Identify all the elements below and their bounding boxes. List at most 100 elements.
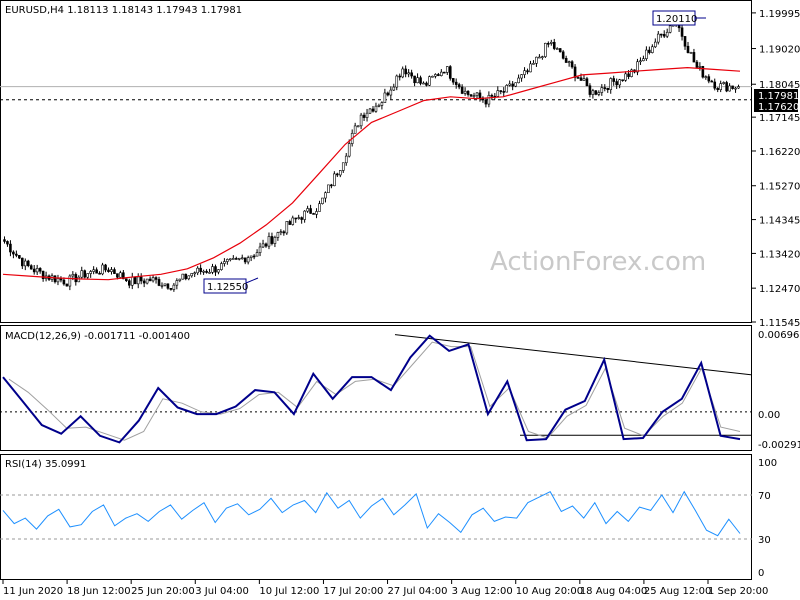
price-pane: ActionForex.com 1.199951.190201.180451.1… [0,0,800,329]
candle-body [62,279,66,285]
candle-body [193,272,196,275]
candle-body [529,63,532,73]
candle-body [21,257,24,267]
moving-average-line [2,66,741,281]
candle-body [291,217,295,225]
candle-body [588,85,592,95]
candle-body [541,56,544,58]
high-annotation: 1.20110 [652,10,706,26]
candle-body [680,27,684,37]
price-tick-label: 1.18045 [759,80,800,91]
rsi-tick-label: 70 [758,491,771,502]
candle-body [56,278,60,283]
candle-body [642,58,645,62]
candle-body [520,74,523,79]
candle-body [547,42,550,45]
candle-body [32,268,36,273]
rsi-tick-label: 30 [758,535,771,546]
price-tick-label: 1.15270 [759,182,800,193]
low-annotation-label: 1.12550 [207,282,248,293]
candle-body [377,105,381,107]
candle-body [217,269,220,273]
candle-body [255,252,259,257]
candle-body [321,197,324,204]
candle-body [719,83,722,90]
candle-body [603,87,607,89]
candle-body [600,87,604,93]
candle-body [202,270,205,273]
candle-body [139,276,143,282]
candle-body [12,251,15,255]
candle-body [26,260,30,266]
candle-body [6,241,9,245]
candle-body [662,34,666,37]
candle-body [728,85,731,92]
candle-body [110,269,113,272]
candle-body [386,92,390,96]
candle-body [443,71,446,74]
rsi-y-axis: 100 70 30 0 [758,458,777,579]
candle-body [98,272,101,275]
x-tick-label: 3 Jul 04:00 [195,586,249,597]
price-tick-label: 1.19995 [759,9,800,20]
candle-body [92,269,95,272]
candle-body [3,239,6,242]
candle-body [558,48,562,53]
candle-body [68,275,72,287]
candle-body [29,265,33,270]
candle-body [205,270,208,273]
candle-body [128,280,131,286]
candle-body [404,68,407,75]
candle-body [71,274,75,277]
x-tick-label: 25 Aug 12:00 [644,586,711,597]
candle-body [116,273,119,278]
candle-body [353,125,357,134]
candle-body [65,283,69,287]
candle-body [297,217,300,219]
candle-body [440,71,443,76]
candle-body [229,258,232,261]
candle-body [570,61,574,68]
candle-body [431,75,434,78]
candle-body [240,257,244,260]
candle-body [627,73,630,77]
rsi-line [2,490,741,537]
candle-body [347,143,351,157]
candle-body [451,78,455,83]
candle-body [264,243,268,247]
candle-body [101,264,104,275]
candle-body [591,90,595,95]
candle-body [416,77,419,84]
watermark: ActionForex.com [490,247,706,277]
candle-body [490,95,494,97]
candle-body [734,87,737,90]
candle-body [154,277,158,280]
candle-body [624,73,627,81]
candle-body [300,217,303,220]
candle-body [359,114,363,127]
candle-body [639,60,642,63]
candle-body [544,42,547,57]
candle-body [74,274,78,283]
candle-body [18,255,21,259]
candle-body [419,77,422,84]
candle-body [220,263,223,270]
price-tick-label: 1.13420 [759,249,800,260]
candle-body [199,267,202,272]
candle-body [107,269,110,272]
candle-body [324,192,327,199]
candle-body [35,268,39,273]
macd-main-line [2,334,741,444]
candle-body [606,87,610,90]
candle-body [237,257,241,260]
candle-body [686,45,690,53]
candle-body [413,75,416,84]
low-annotation-box [203,278,247,294]
candle-body [184,273,188,280]
x-tick-label: 3 Aug 12:00 [452,586,513,597]
candle-body [15,253,18,256]
x-tick-label: 25 Jun 20:00 [131,586,195,597]
candle-body [683,36,687,47]
candles [3,20,740,292]
candle-body [668,25,672,33]
